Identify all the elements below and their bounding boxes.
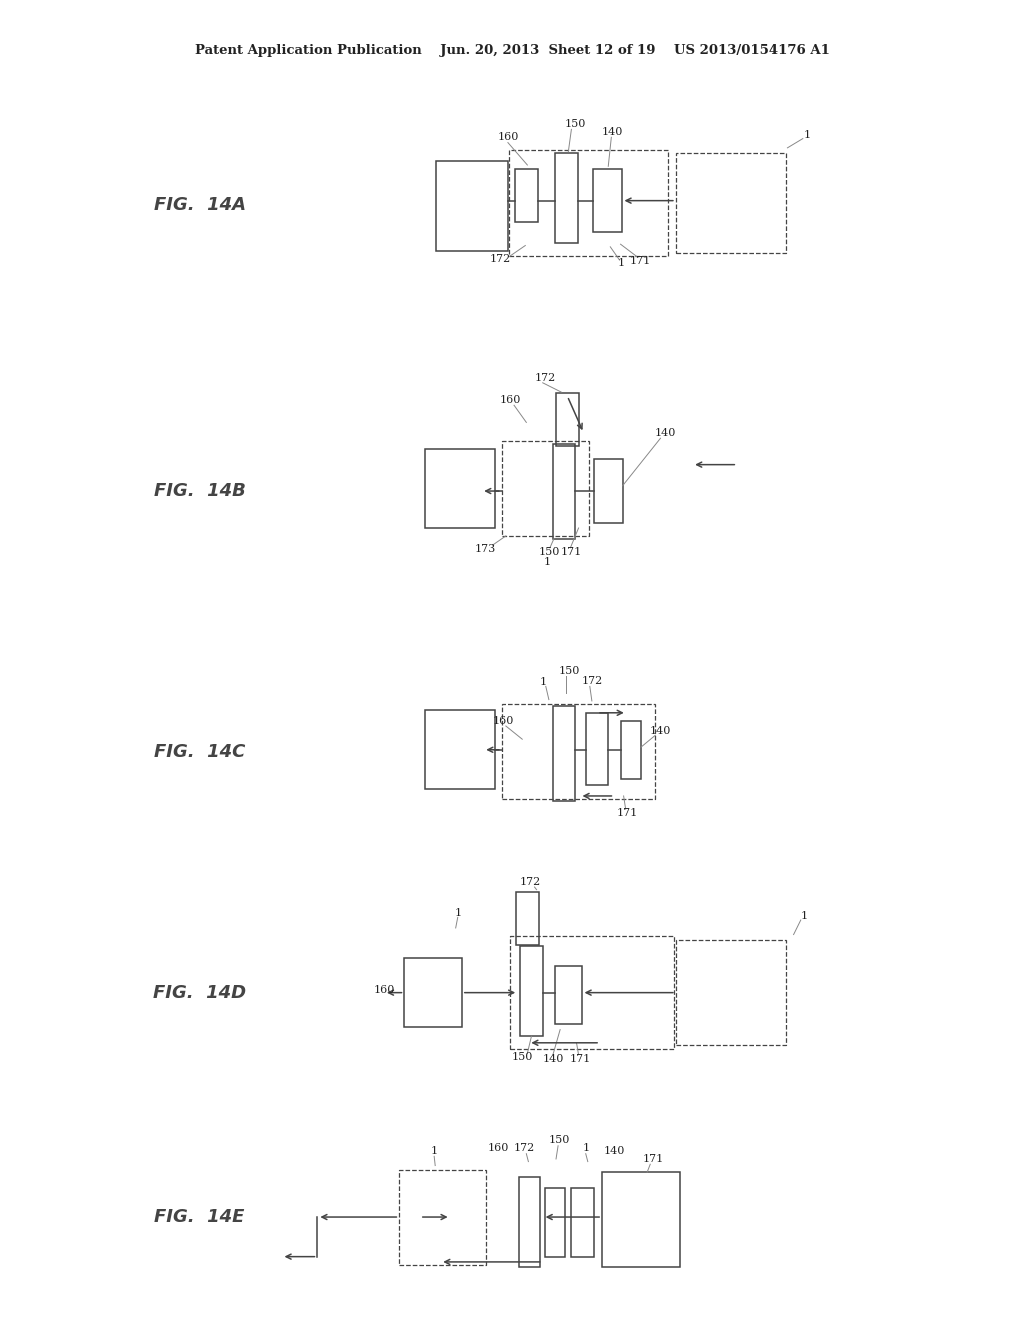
Text: 140: 140 [650, 726, 671, 737]
Bar [515, 169, 538, 222]
Bar [676, 940, 786, 1045]
Bar [502, 704, 655, 799]
Text: 140: 140 [604, 1146, 625, 1156]
Text: 171: 171 [643, 1154, 664, 1164]
Text: 160: 160 [498, 132, 518, 143]
Bar [510, 936, 674, 1049]
Text: 172: 172 [490, 253, 511, 264]
Bar [586, 713, 608, 785]
Text: 150: 150 [559, 665, 580, 676]
Bar [593, 169, 622, 232]
Text: FIG.  14D: FIG. 14D [154, 983, 246, 1002]
Bar [621, 721, 641, 779]
Bar [425, 710, 495, 789]
Text: 172: 172 [520, 876, 541, 887]
Text: 172: 172 [582, 676, 602, 686]
Text: 171: 171 [561, 546, 582, 557]
Bar [676, 153, 786, 253]
Bar [594, 459, 623, 523]
Text: 1: 1 [455, 908, 461, 919]
Text: 1: 1 [618, 257, 625, 268]
Text: 172: 172 [535, 372, 555, 383]
Bar [509, 150, 668, 256]
Text: 160: 160 [500, 395, 520, 405]
Text: 1: 1 [804, 129, 810, 140]
Text: 160: 160 [374, 985, 394, 995]
Text: 140: 140 [543, 1053, 563, 1064]
Bar [502, 441, 589, 536]
Bar [436, 161, 508, 251]
Text: FIG.  14C: FIG. 14C [154, 743, 246, 762]
Bar [425, 449, 495, 528]
Text: 1: 1 [431, 1146, 437, 1156]
Bar [404, 958, 462, 1027]
Text: FIG.  14E: FIG. 14E [155, 1208, 245, 1226]
Bar [399, 1170, 486, 1265]
Text: 140: 140 [655, 428, 676, 438]
Bar [555, 966, 582, 1024]
Text: 171: 171 [570, 1053, 591, 1064]
Text: 1: 1 [544, 557, 550, 568]
Text: 150: 150 [565, 119, 586, 129]
Text: FIG.  14B: FIG. 14B [154, 482, 246, 500]
Text: 1: 1 [583, 1143, 589, 1154]
Text: 160: 160 [488, 1143, 509, 1154]
Bar [553, 444, 575, 539]
Bar [545, 1188, 565, 1257]
Bar [553, 706, 575, 801]
Text: 172: 172 [514, 1143, 535, 1154]
Text: FIG.  14A: FIG. 14A [154, 195, 246, 214]
Bar [516, 892, 539, 945]
Text: 150: 150 [539, 546, 559, 557]
Bar [571, 1188, 594, 1257]
Text: 1: 1 [540, 677, 546, 688]
Text: 160: 160 [494, 715, 514, 726]
Bar [555, 153, 578, 243]
Bar [602, 1172, 680, 1267]
Text: 173: 173 [475, 544, 496, 554]
Text: 140: 140 [602, 127, 623, 137]
Bar [520, 946, 543, 1036]
Bar [519, 1177, 540, 1267]
Text: Patent Application Publication    Jun. 20, 2013  Sheet 12 of 19    US 2013/01541: Patent Application Publication Jun. 20, … [195, 44, 829, 57]
Text: 150: 150 [549, 1135, 569, 1146]
Text: 150: 150 [512, 1052, 532, 1063]
Text: 171: 171 [617, 808, 638, 818]
Text: 171: 171 [630, 256, 650, 267]
Text: 1: 1 [801, 911, 807, 921]
Bar [556, 393, 579, 446]
